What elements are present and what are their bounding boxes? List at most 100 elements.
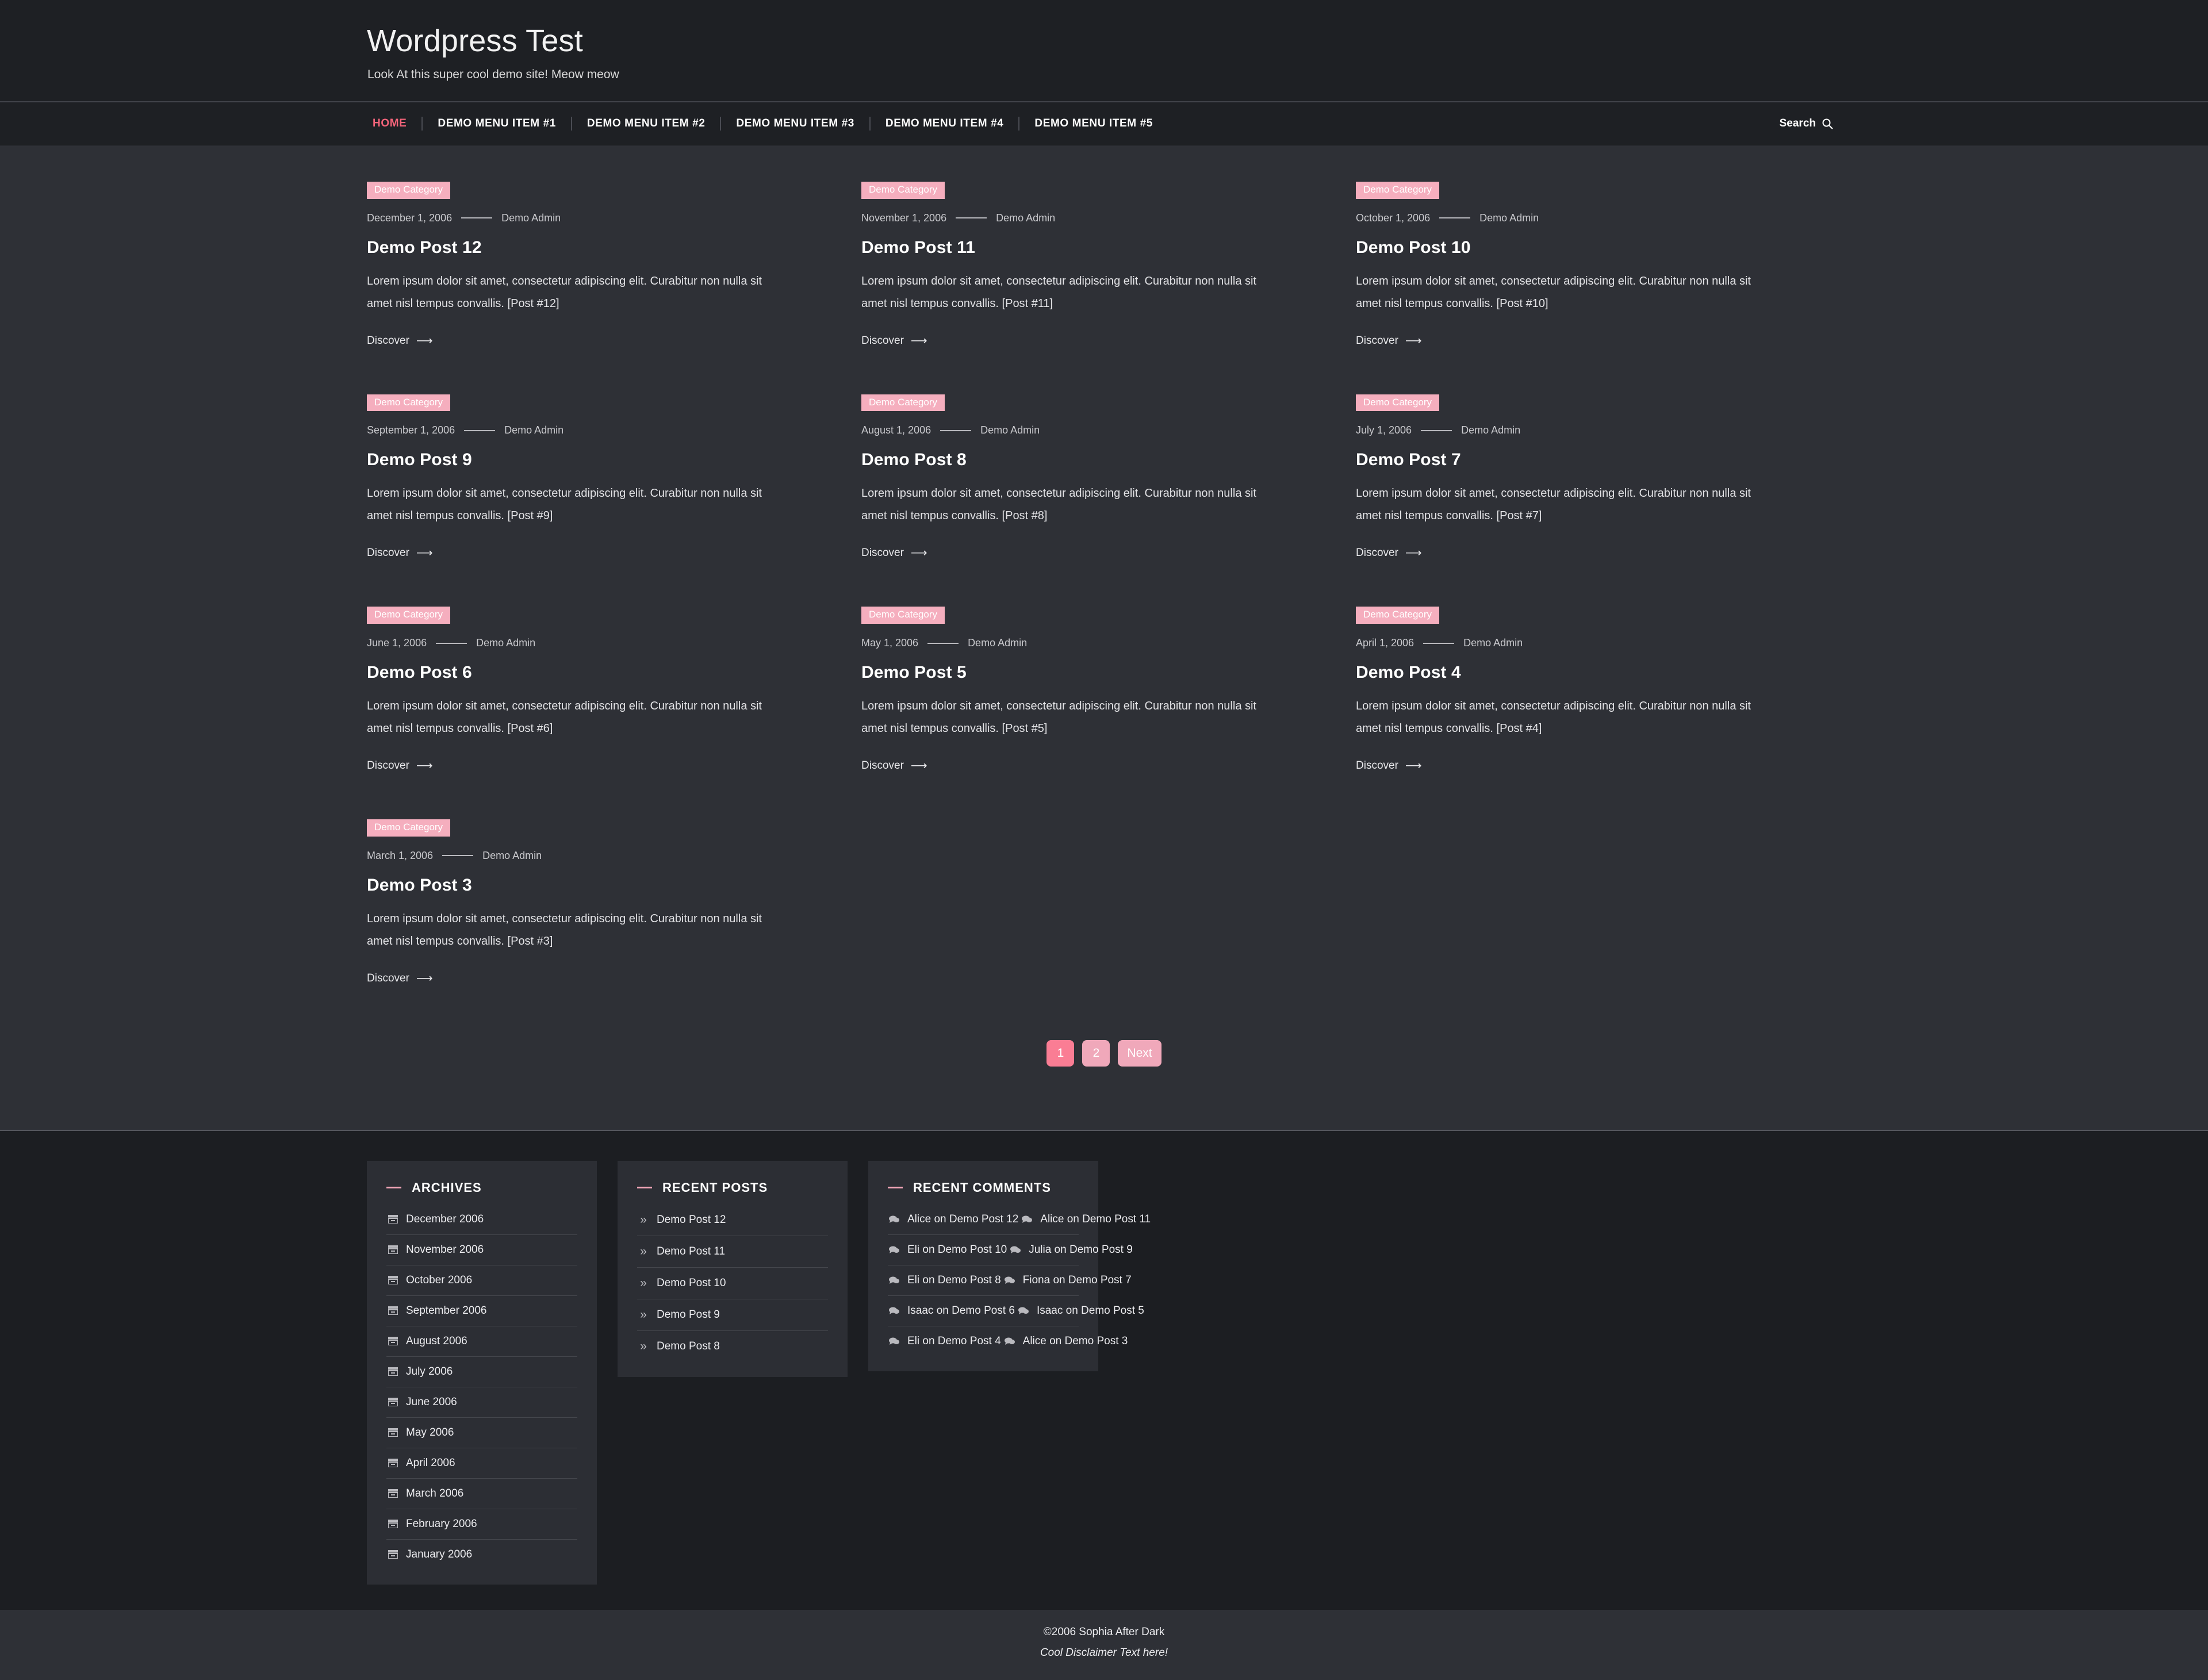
read-more-link[interactable]: Discover ⟶ <box>1356 547 1422 559</box>
archive-item-label: July 2006 <box>406 1365 453 1378</box>
post-author[interactable]: Demo Admin <box>476 637 536 649</box>
post-author[interactable]: Demo Admin <box>482 849 542 861</box>
read-more-link[interactable]: Discover ⟶ <box>861 760 927 772</box>
recent-comment-item[interactable]: Alice on Demo Post 11 <box>1021 1213 1151 1226</box>
recent-comment-item[interactable]: Julia on Demo Post 9 <box>1009 1244 1133 1256</box>
archive-item[interactable]: April 2006 <box>386 1448 577 1479</box>
post-category-badge[interactable]: Demo Category <box>1356 182 1440 199</box>
post-title[interactable]: Demo Post 9 <box>367 450 472 470</box>
recent-comment-item[interactable]: Fiona on Demo Post 7 <box>1003 1274 1132 1287</box>
post-title[interactable]: Demo Post 4 <box>1356 663 1461 682</box>
copyright-text: ©2006 Sophia After Dark <box>1043 1625 1165 1638</box>
recent-post-item[interactable]: » Demo Post 8 <box>637 1331 828 1362</box>
nav-item-demo-menu-item-3[interactable]: Demo Menu Item #3 <box>721 117 871 131</box>
post-title[interactable]: Demo Post 3 <box>367 875 472 895</box>
post-excerpt: Lorem ipsum dolor sit amet, consectetur … <box>367 487 762 523</box>
post-author[interactable]: Demo Admin <box>1479 212 1539 224</box>
read-more-link[interactable]: Discover ⟶ <box>367 760 433 772</box>
archive-item-label: March 2006 <box>406 1487 464 1499</box>
recent-comment-label: Alice on Demo Post 11 <box>1040 1213 1151 1225</box>
read-more-link[interactable]: Discover ⟶ <box>367 335 433 347</box>
post-meta: June 1, 2006 Demo Admin <box>367 637 802 649</box>
meta-separator-icon <box>464 429 496 431</box>
archive-item[interactable]: January 2006 <box>386 1540 577 1570</box>
post-title[interactable]: Demo Post 12 <box>367 237 482 257</box>
read-more-link[interactable]: Discover ⟶ <box>367 547 433 559</box>
arrow-right-icon: ⟶ <box>1405 547 1422 560</box>
post-title[interactable]: Demo Post 8 <box>861 450 967 470</box>
archive-item[interactable]: March 2006 <box>386 1479 577 1509</box>
nav-item-demo-menu-item-1[interactable]: Demo Menu Item #1 <box>423 117 572 131</box>
read-more-label: Discover <box>367 972 409 984</box>
recent-comment-item[interactable]: Alice on Demo Post 12 <box>888 1213 1018 1226</box>
nav-inner: Home Demo Menu Item #1 Demo Menu Item #2 De… <box>362 117 1846 131</box>
post-title[interactable]: Demo Post 10 <box>1356 237 1471 257</box>
read-more-link[interactable]: Discover ⟶ <box>1356 335 1422 347</box>
post-title[interactable]: Demo Post 11 <box>861 237 975 257</box>
arrow-right-icon: ⟶ <box>1405 334 1422 347</box>
post-author[interactable]: Demo Admin <box>980 424 1040 436</box>
read-more-link[interactable]: Discover ⟶ <box>1356 760 1422 772</box>
nav-item-demo-menu-item-4[interactable]: Demo Menu Item #4 <box>871 117 1020 131</box>
comment-icon <box>888 1307 900 1315</box>
archive-item[interactable]: October 2006 <box>386 1265 577 1296</box>
pagination-next[interactable]: Next <box>1118 1040 1162 1067</box>
post-category-badge[interactable]: Demo Category <box>1356 394 1440 412</box>
archive-item[interactable]: August 2006 <box>386 1326 577 1357</box>
post-category-badge[interactable]: Demo Category <box>367 819 451 837</box>
post-author[interactable]: Demo Admin <box>968 637 1028 649</box>
read-more-label: Discover <box>861 760 904 772</box>
archive-item[interactable]: November 2006 <box>386 1235 577 1265</box>
post-category-badge[interactable]: Demo Category <box>861 607 945 624</box>
post-category-badge[interactable]: Demo Category <box>367 182 451 199</box>
read-more-link[interactable]: Discover ⟶ <box>861 335 927 347</box>
post-category-badge[interactable]: Demo Category <box>861 394 945 412</box>
post-author[interactable]: Demo Admin <box>1463 637 1523 649</box>
post-author[interactable]: Demo Admin <box>996 212 1056 224</box>
archive-item[interactable]: September 2006 <box>386 1296 577 1326</box>
comment-icon <box>888 1276 900 1284</box>
recent-post-item[interactable]: » Demo Post 9 <box>637 1299 828 1331</box>
post-category-badge[interactable]: Demo Category <box>367 607 451 624</box>
post-title[interactable]: Demo Post 7 <box>1356 450 1461 470</box>
post-category-badge[interactable]: Demo Category <box>367 394 451 412</box>
recent-comment-item[interactable]: Isaac on Demo Post 6 <box>888 1305 1015 1317</box>
post-author[interactable]: Demo Admin <box>1461 424 1521 436</box>
pagination-1[interactable]: 1 <box>1046 1040 1075 1067</box>
read-more-label: Discover <box>861 547 904 559</box>
read-more-label: Discover <box>1356 334 1398 347</box>
post-title[interactable]: Demo Post 6 <box>367 663 472 682</box>
recent-comment-item[interactable]: Alice on Demo Post 3 <box>1003 1335 1128 1348</box>
nav-item-demo-menu-item-5[interactable]: Demo Menu Item #5 <box>1034 117 1153 130</box>
recent-comment-item[interactable]: Eli on Demo Post 8 <box>888 1274 1001 1287</box>
read-more-link[interactable]: Discover ⟶ <box>367 972 433 985</box>
archive-item[interactable]: June 2006 <box>386 1387 577 1418</box>
archive-item[interactable]: February 2006 <box>386 1509 577 1540</box>
post-title[interactable]: Demo Post 5 <box>861 663 967 682</box>
pagination-2[interactable]: 2 <box>1082 1040 1110 1067</box>
post-author[interactable]: Demo Admin <box>501 212 561 224</box>
archive-item[interactable]: July 2006 <box>386 1357 577 1387</box>
recent-comment-item[interactable]: Eli on Demo Post 4 <box>888 1335 1001 1348</box>
read-more-link[interactable]: Discover ⟶ <box>861 547 927 559</box>
recent-comment-item[interactable]: Isaac on Demo Post 5 <box>1017 1305 1144 1317</box>
archive-item[interactable]: December 2006 <box>386 1205 577 1235</box>
chevron-right-icon: » <box>640 1276 647 1290</box>
post-category-badge[interactable]: Demo Category <box>861 182 945 199</box>
recent-post-item[interactable]: » Demo Post 11 <box>637 1236 828 1268</box>
recent-post-item[interactable]: » Demo Post 12 <box>637 1205 828 1236</box>
recent-post-item[interactable]: » Demo Post 10 <box>637 1268 828 1299</box>
archive-icon <box>386 1428 399 1437</box>
read-more-label: Discover <box>1356 547 1398 559</box>
post-author[interactable]: Demo Admin <box>504 424 564 436</box>
post-category-badge[interactable]: Demo Category <box>1356 607 1440 624</box>
recent-comment-row: Eli on Demo Post 8 Fiona on Demo Post 7 <box>888 1265 1132 1296</box>
nav-item-home[interactable]: Home <box>367 117 423 131</box>
search-toggle[interactable]: Search <box>1780 117 1841 130</box>
nav-item-demo-menu-item-2[interactable]: Demo Menu Item #2 <box>572 117 722 131</box>
archive-item[interactable]: May 2006 <box>386 1418 577 1448</box>
footer-widget-area: Archives December 2006 November 2006 Octob… <box>0 1129 2208 1610</box>
main-content: Demo Category December 1, 2006 Demo Admin D… <box>0 146 2208 1130</box>
footer-widgets-inner: Archives December 2006 November 2006 Octob… <box>362 1160 1846 1585</box>
recent-comment-item[interactable]: Eli on Demo Post 10 <box>888 1244 1007 1256</box>
